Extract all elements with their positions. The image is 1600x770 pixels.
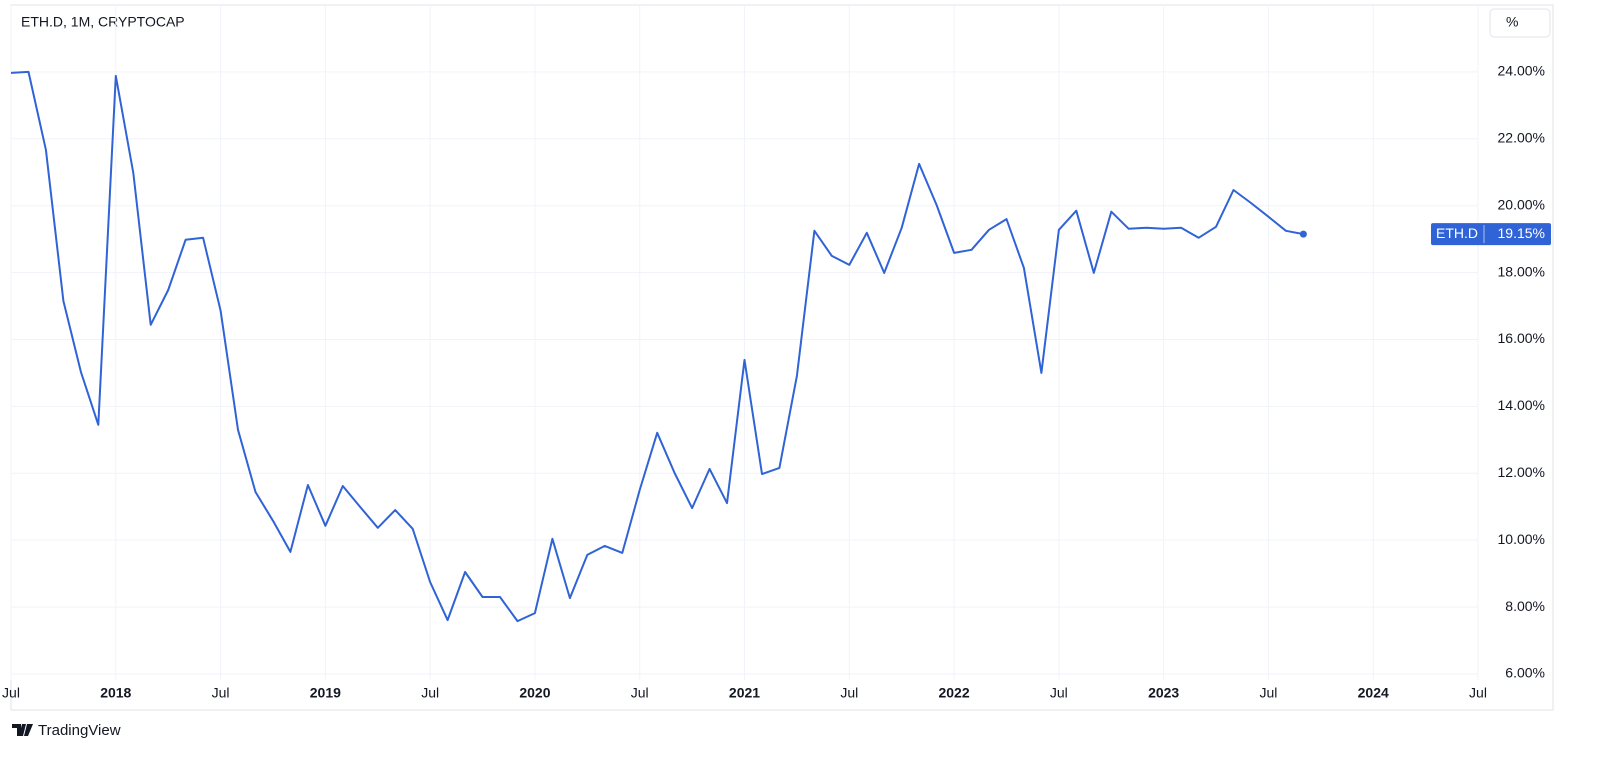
chart-title: ETH.D, 1M, CRYPTOCAP: [21, 14, 185, 30]
x-tick-label: 2021: [729, 685, 760, 701]
y-tick-label: 22.00%: [1498, 129, 1545, 145]
y-tick-label: 16.00%: [1498, 330, 1545, 346]
brand-name: TradingView: [38, 722, 121, 739]
y-tick-label: 10.00%: [1498, 531, 1545, 547]
data-line: [10, 70, 1304, 623]
y-tick-label: 6.00%: [1505, 665, 1545, 681]
y-tick-label: 8.00%: [1505, 598, 1545, 614]
price-badge: [1431, 223, 1551, 246]
last-point: [1299, 230, 1307, 238]
y-tick-label: 20.00%: [1498, 196, 1545, 212]
x-tick-label: 2023: [1148, 685, 1179, 701]
badge-value: 19.15%: [1498, 225, 1545, 241]
y-tick-label: 18.00%: [1498, 263, 1545, 279]
x-tick-label: Jul: [631, 685, 649, 701]
y-tick-label: 14.00%: [1498, 397, 1545, 413]
x-tick-label: Jul: [1469, 685, 1487, 701]
x-tick-label: 2018: [100, 685, 131, 701]
brand-logo: TradingView: [12, 722, 121, 739]
x-tick-label: 2022: [938, 685, 969, 701]
logo-mark: [12, 724, 33, 736]
unit-button-box[interactable]: [1489, 8, 1551, 38]
x-tick-label: 2024: [1358, 685, 1389, 701]
x-tick-label: Jul: [2, 685, 20, 701]
x-tick-label: 2020: [519, 685, 550, 701]
x-tick-label: 2019: [310, 685, 341, 701]
x-tick-label: Jul: [1050, 685, 1068, 701]
grid: [10, 5, 1479, 680]
x-tick-label: Jul: [212, 685, 230, 701]
x-tick-label: Jul: [840, 685, 858, 701]
x-tick-label: Jul: [1259, 685, 1277, 701]
badge-name: ETH.D: [1436, 225, 1478, 241]
unit-button[interactable]: %: [1506, 14, 1518, 30]
y-tick-label: 12.00%: [1498, 464, 1545, 480]
y-tick-label: 24.00%: [1498, 63, 1545, 79]
x-tick-label: Jul: [421, 685, 439, 701]
chart-frame: [10, 4, 1554, 711]
